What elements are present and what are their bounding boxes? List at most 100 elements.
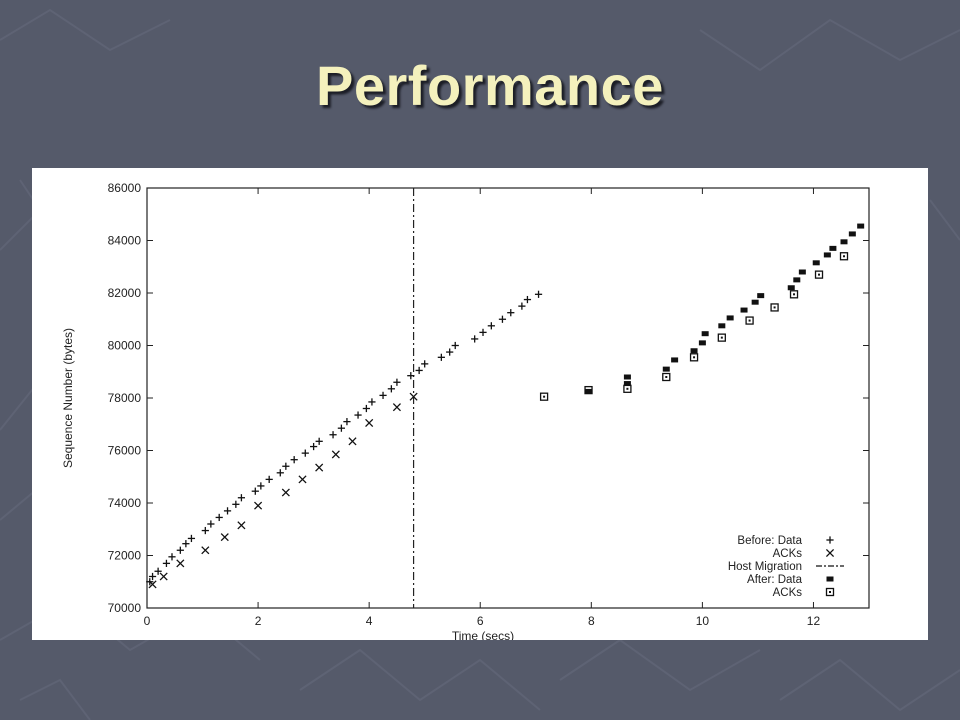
marker-shape [857, 223, 865, 229]
data-point [584, 385, 593, 395]
data-point [393, 378, 401, 386]
data-point [354, 411, 362, 419]
data-point [671, 357, 679, 363]
data-point [407, 372, 415, 380]
marker-shape [840, 239, 848, 245]
data-point [793, 277, 801, 283]
marker-dot [793, 293, 796, 296]
marker-shape [826, 576, 834, 582]
marker-shape [584, 385, 593, 395]
marker-shape [662, 366, 670, 372]
data-point [315, 463, 324, 472]
data-point [787, 285, 795, 291]
data-point [507, 309, 515, 317]
data-point [812, 260, 820, 266]
data-point [187, 534, 196, 543]
data-point [310, 442, 318, 451]
marker-shape [848, 231, 856, 237]
sequence-number-chart: 70000 72000 74000 76000 78000 80000 82000 84000… [61, 181, 870, 640]
marker-stroke [237, 521, 246, 530]
marker-shape [623, 374, 631, 380]
data-point [798, 269, 806, 275]
data-point [281, 488, 290, 497]
data-point [662, 366, 670, 372]
marker-stroke [315, 463, 324, 472]
data-point [379, 391, 387, 399]
data-point [409, 392, 418, 401]
data-point [301, 449, 309, 457]
data-point [315, 437, 323, 445]
marker-shape [839, 252, 849, 261]
data-point [176, 559, 185, 568]
marker-shape [757, 293, 765, 299]
legend-marker [825, 587, 835, 597]
y-tick-label: 78000 [108, 391, 142, 405]
data-point [159, 572, 168, 581]
marker-dot [693, 356, 696, 359]
marker-stroke [392, 403, 401, 412]
data-point [176, 546, 184, 554]
data-point [726, 315, 734, 321]
y-tick-label: 72000 [108, 549, 142, 563]
data-point [365, 418, 374, 427]
marker-shape [829, 245, 837, 251]
legend-label: After: Data [747, 574, 803, 586]
y-tick-label: 70000 [108, 601, 142, 615]
data-point [534, 290, 543, 298]
legend-label: Host Migration [728, 561, 802, 573]
y-tick-label: 80000 [108, 339, 142, 353]
data-point [446, 348, 454, 356]
x-tick-label: 4 [366, 614, 373, 628]
data-point [698, 340, 706, 346]
data-point [523, 295, 532, 304]
data-point [201, 526, 209, 535]
x-tick-label: 2 [255, 614, 262, 628]
marker-shape [787, 285, 795, 291]
marker-shape [717, 333, 726, 342]
data-point [207, 520, 215, 528]
data-point [662, 372, 671, 382]
data-point [415, 366, 423, 375]
marker-dot [587, 389, 590, 392]
marker-shape [793, 277, 801, 283]
data-point [282, 462, 290, 470]
data-point [623, 384, 632, 393]
marker-shape [690, 348, 698, 354]
marker-stroke [331, 450, 340, 459]
series-plus [146, 290, 543, 586]
legend-marker [826, 536, 834, 544]
x-tick-label: 0 [144, 614, 151, 628]
marker-shape [701, 331, 709, 337]
data-point [362, 404, 370, 413]
data-point [701, 331, 709, 337]
data-point [814, 270, 824, 279]
marker-dot [626, 387, 629, 390]
marker-shape [770, 303, 779, 312]
data-point [751, 299, 759, 305]
data-point [337, 424, 345, 432]
legend-label: ACKs [773, 548, 803, 560]
marker-stroke [409, 392, 418, 401]
marker-shape [823, 252, 831, 258]
series-cross [148, 392, 418, 589]
data-point [487, 322, 495, 330]
marker-shape [671, 357, 679, 363]
y-tick-label: 76000 [108, 444, 142, 458]
data-point [237, 521, 246, 530]
slide-title: Performance [316, 54, 664, 117]
marker-shape [812, 260, 820, 266]
data-point [387, 385, 395, 393]
data-point [840, 239, 848, 245]
marker-shape [745, 316, 754, 325]
data-point [690, 348, 698, 354]
data-point [718, 323, 726, 329]
data-point [479, 328, 487, 336]
marker-shape [726, 315, 734, 321]
marker-dot [818, 273, 821, 276]
marker-stroke [365, 418, 374, 427]
marker-shape [814, 270, 824, 279]
legend-marker [825, 548, 835, 558]
data-point [857, 223, 865, 229]
data-point [392, 403, 401, 412]
data-point [498, 315, 507, 323]
